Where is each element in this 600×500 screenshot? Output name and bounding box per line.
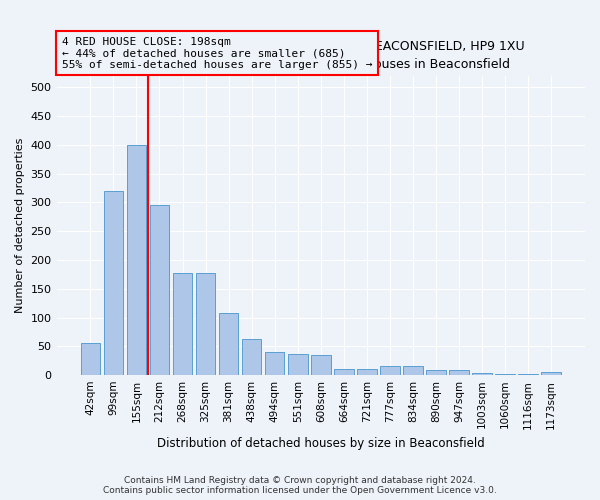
- Bar: [265, 352, 284, 375]
- Bar: [196, 273, 215, 375]
- Bar: [449, 370, 469, 375]
- Text: 4 RED HOUSE CLOSE: 198sqm
← 44% of detached houses are smaller (685)
55% of semi: 4 RED HOUSE CLOSE: 198sqm ← 44% of detac…: [62, 36, 373, 70]
- Bar: [149, 206, 169, 375]
- Bar: [334, 368, 353, 375]
- Bar: [403, 366, 423, 375]
- Bar: [288, 354, 308, 375]
- Bar: [242, 339, 262, 375]
- Bar: [380, 366, 400, 375]
- Bar: [80, 344, 100, 375]
- Bar: [357, 368, 377, 375]
- Bar: [518, 374, 538, 375]
- Bar: [219, 314, 238, 375]
- Bar: [104, 191, 123, 375]
- Bar: [173, 273, 193, 375]
- Bar: [541, 372, 561, 375]
- Bar: [472, 373, 492, 375]
- Y-axis label: Number of detached properties: Number of detached properties: [15, 138, 25, 313]
- Text: Contains HM Land Registry data © Crown copyright and database right 2024.
Contai: Contains HM Land Registry data © Crown c…: [103, 476, 497, 495]
- Bar: [311, 355, 331, 375]
- Bar: [496, 374, 515, 375]
- Title: 4, RED HOUSE CLOSE, KNOTTY GREEN, BEACONSFIELD, HP9 1XU
Size of property relativ: 4, RED HOUSE CLOSE, KNOTTY GREEN, BEACON…: [117, 40, 524, 70]
- X-axis label: Distribution of detached houses by size in Beaconsfield: Distribution of detached houses by size …: [157, 437, 485, 450]
- Bar: [127, 145, 146, 375]
- Bar: [426, 370, 446, 375]
